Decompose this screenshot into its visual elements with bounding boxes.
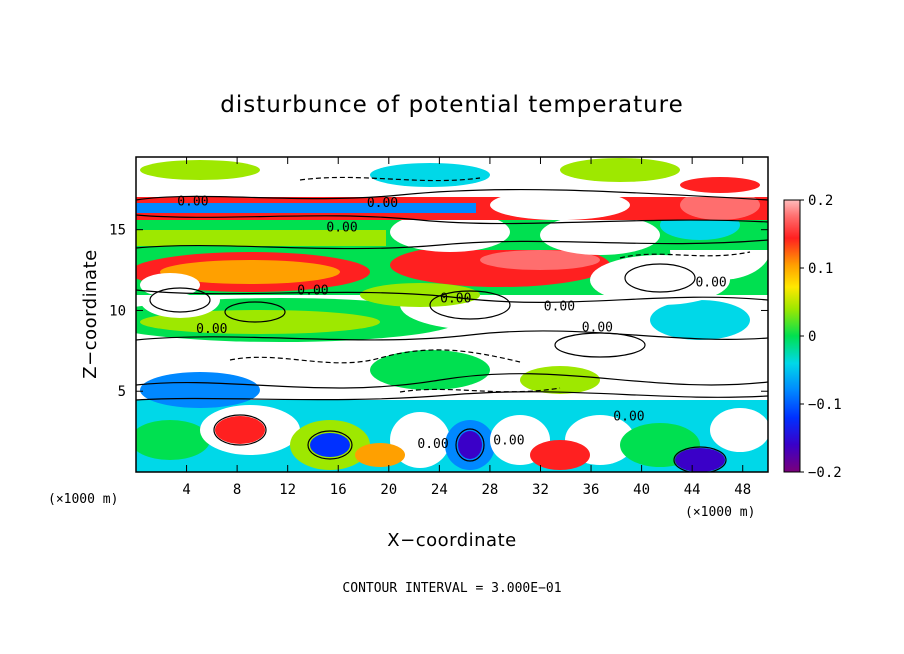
contour-lines	[136, 176, 768, 472]
colorbar-tick-label: 0.2	[808, 193, 833, 209]
contour-label: 0.00	[417, 437, 448, 452]
plot-area: 0.00 0.00 0.00 0.00 0.00 0.00 0.00 0.00 0.00 0.00…	[135, 156, 769, 473]
x-tick-label: 12	[279, 482, 296, 498]
contour-label: 0.00	[613, 409, 644, 424]
contour-interval-note: CONTOUR INTERVAL = 3.000E−01	[342, 581, 561, 596]
x-tick-label: 44	[684, 482, 701, 498]
colorbar-tick-label: 0	[808, 329, 816, 345]
colorbar: 0.2 0.1 0 −0.1 −0.2	[783, 193, 842, 481]
chart-title: disturbunce of potential temperature	[220, 92, 684, 118]
x-tick-label: 32	[532, 482, 549, 498]
colorbar-ticks: 0.2 0.1 0 −0.1 −0.2	[800, 193, 842, 481]
contour-labels: 0.00 0.00 0.00 0.00 0.00 0.00 0.00 0.00 0.00 0.00…	[177, 195, 727, 452]
contour-label: 0.00	[196, 322, 227, 337]
contour-label: 0.00	[582, 321, 613, 336]
plot-frame	[135, 156, 769, 473]
x-tick-label: 40	[633, 482, 650, 498]
x-axis-label: X−coordinate	[387, 530, 516, 551]
y-tick-label: 10	[109, 303, 126, 319]
x-tick-label: 24	[431, 482, 448, 498]
colorbar-tick-label: −0.2	[808, 465, 842, 481]
contour-label: 0.00	[695, 275, 726, 290]
contour-label: 0.00	[440, 292, 471, 307]
colorbar-gradient	[783, 199, 801, 473]
y-axis: 5 10 15	[109, 223, 768, 400]
x-tick-label: 4	[182, 482, 190, 498]
x-tick-label: 8	[233, 482, 241, 498]
contour-label: 0.00	[544, 300, 575, 315]
colorbar-tick-label: −0.1	[808, 397, 842, 413]
x-tick-label: 48	[734, 482, 751, 498]
x-tick-label: 20	[380, 482, 397, 498]
x-unit-label-left: (×1000 m)	[48, 492, 118, 507]
contour-label: 0.00	[297, 283, 328, 298]
x-tick-label: 36	[583, 482, 600, 498]
x-unit-label-right: (×1000 m)	[685, 505, 755, 520]
x-axis: 4 8 12 16 20 24 28 32 36 40 44 48	[182, 157, 751, 498]
contour-label: 0.00	[367, 196, 398, 211]
contour-label: 0.00	[493, 434, 524, 449]
y-tick-label: 5	[118, 384, 126, 400]
y-tick-label: 15	[109, 223, 126, 239]
y-axis-label: Z−coordinate	[80, 249, 101, 378]
shaded-field	[136, 157, 768, 472]
colorbar-tick-label: 0.1	[808, 261, 833, 277]
x-tick-label: 16	[330, 482, 347, 498]
contour-label: 0.00	[326, 220, 357, 235]
contour-label: 0.00	[177, 195, 208, 210]
x-tick-label: 28	[481, 482, 498, 498]
